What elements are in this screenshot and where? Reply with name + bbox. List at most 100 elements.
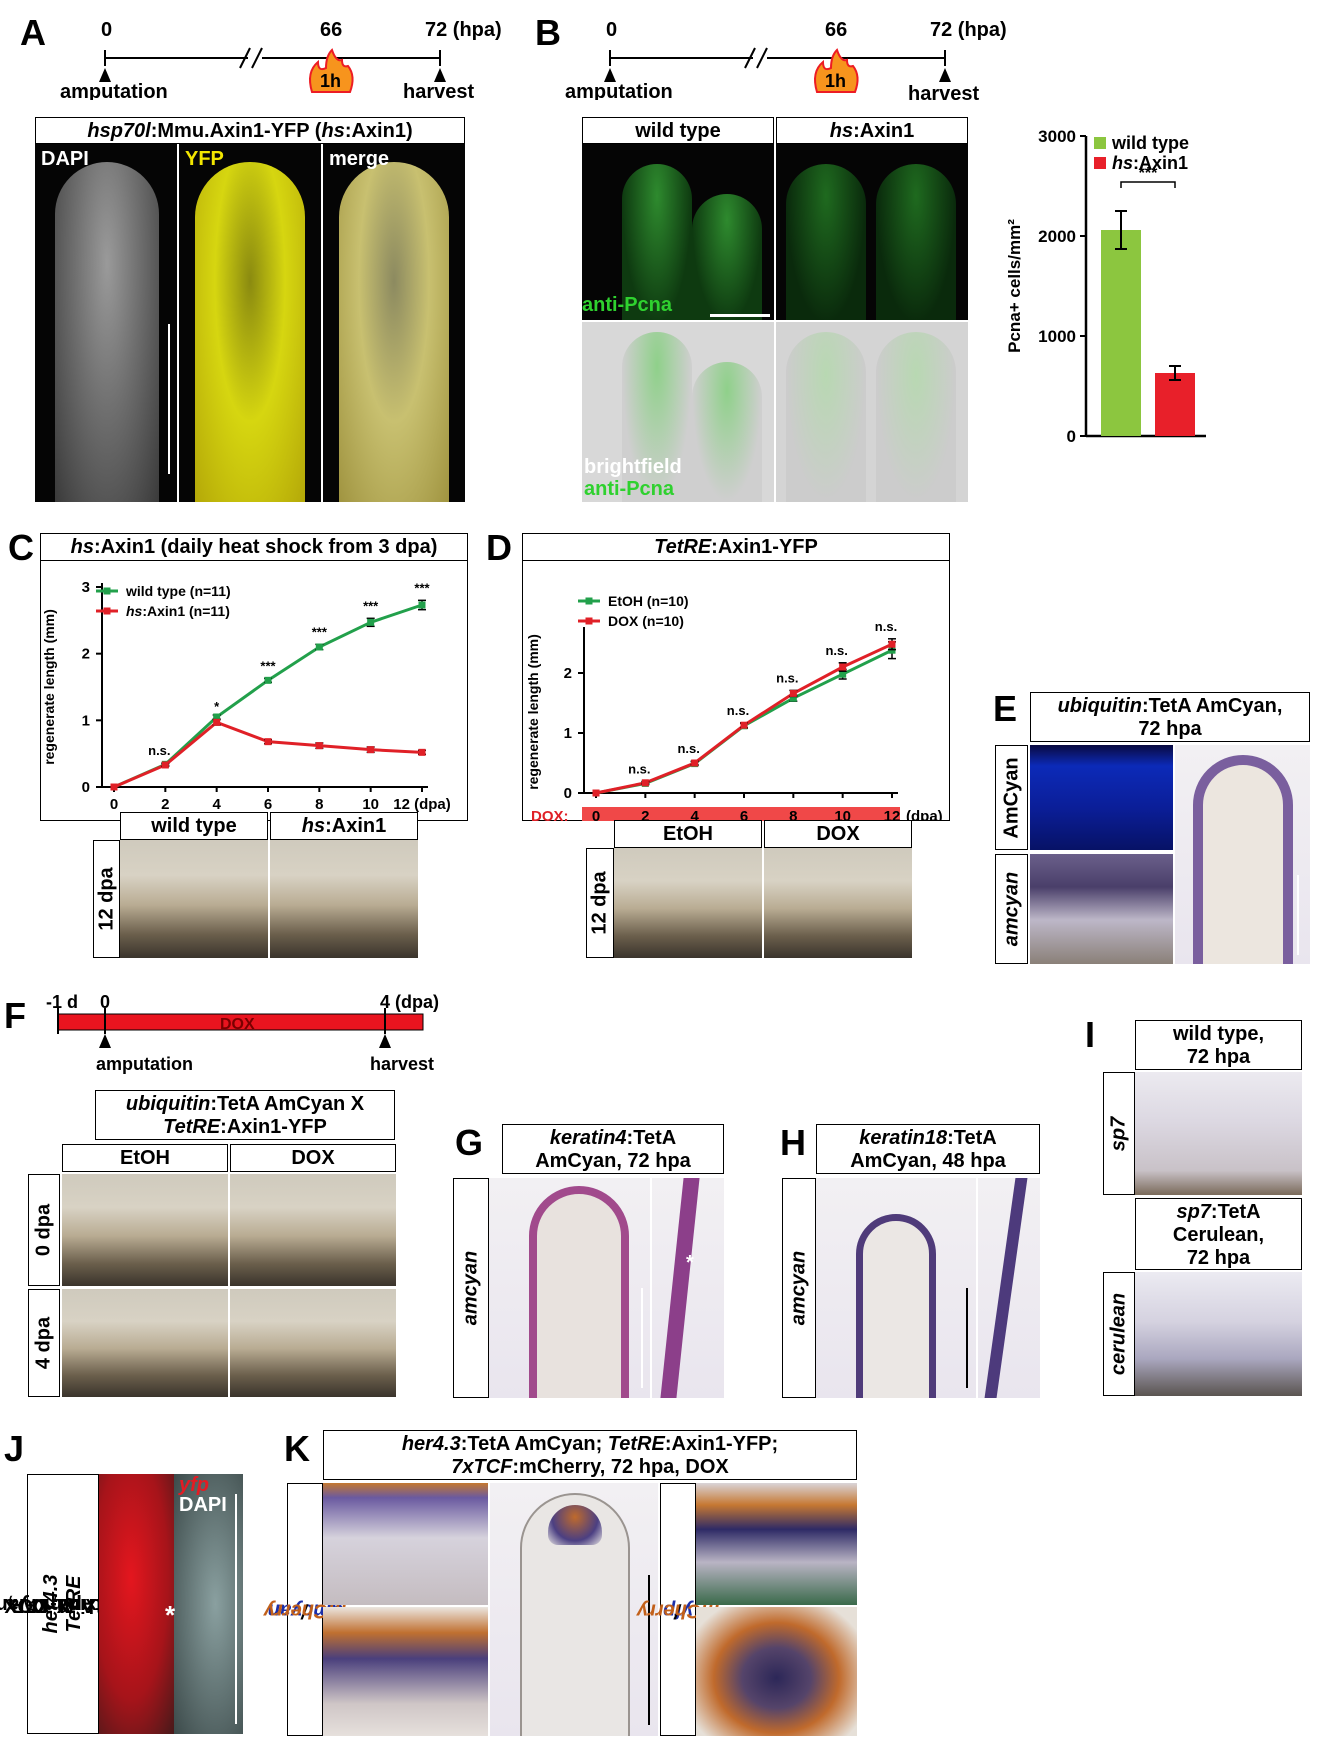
data-point [367,618,375,626]
panel-e-title: ubiquitin:TetA AmCyan, 72 hpa [1030,692,1310,742]
panel-label-f: F [4,995,26,1036]
panel-label-g: G [455,1122,484,1163]
dox-label: DOX: [531,808,569,821]
b-legend-swatch [1094,137,1106,149]
panel-h-section-image [816,1178,976,1398]
legend-marker [585,597,593,605]
panel-b-timeline: 0 66 72 (hpa) amputation harvest 1h [565,19,1007,100]
b-legend-swatch [1094,157,1106,169]
data-point [418,748,426,756]
xtick-label: 0 [110,796,118,813]
panel-d-row-label: 12 dpa [586,848,614,958]
f-tm1: -1 d [46,992,78,1012]
panel-c-line-chart: 0 1 2 3 regenerate length (mm) 0 2 4 6 8 10 12 (dpa… [42,579,451,813]
panel-f-col-dox: DOX [230,1144,396,1172]
panel-i-row1-label: sp7 [1103,1072,1135,1195]
panel-g-zoom-image: * [652,1178,724,1398]
legend-marker [585,617,593,625]
panel-c-col-hs: hs:Axin1 [270,812,418,840]
panel-c-fin-hs [270,840,418,958]
panel-f-col-etoh: EtOH [62,1144,228,1172]
panel-e-row2-label: amcyan [995,854,1028,964]
data-point [161,761,169,769]
significance-label: *** [312,624,328,639]
significance-label: n.s. [875,619,897,634]
data-point [264,676,272,684]
panel-d-fin-etoh [614,848,762,958]
xtick-label: 2 [161,796,169,813]
f-harvest: harvest [370,1054,434,1074]
b-t66: 66 [825,19,847,41]
panel-label-a: A [20,12,46,53]
panel-c-title: hs:Axin1 (daily heat shock from 3 dpa) [40,533,468,561]
panel-d-fin-dox [764,848,912,958]
b-t0: 0 [606,19,617,41]
panel-a-merge-image: merge [323,144,465,502]
panel-b-pcna-hs [776,144,968,320]
panel-label-b: B [535,12,561,53]
b-bf-pcna-label: anti-Pcna [584,478,675,500]
panel-b-bf-wt: brightfield anti-Pcna [582,322,774,502]
a-merge-label: merge [329,148,390,170]
b-t72: 72 (hpa) [930,19,1007,41]
panel-j-fluorescence-image: yfp DAPI * [99,1474,243,1734]
data-point [839,663,847,671]
data-point [740,721,748,729]
significance-label: n.s. [727,703,749,718]
panel-b-col-hs: hs:Axin1 [776,117,968,144]
panel-a-dapi-image: DAPI [35,144,177,502]
panel-e-section-image [1175,745,1310,964]
significance-label: n.s. [677,741,699,756]
panel-label-e: E [993,688,1018,729]
xtick-label: 6 [264,796,272,813]
xtick-unit: (dpa) [906,808,943,821]
panel-f-title: ubiquitin:TetA AmCyan X TetRE:Axin1-YFP [95,1090,395,1140]
panel-d-col-dox: DOX [764,820,912,848]
legend-marker [103,607,111,615]
b-bar [1101,230,1141,436]
panel-k-left-label: amcyan / mCherry [264,1483,346,1736]
panel-c-fin-wt [120,840,268,958]
b-sig-bracket [1120,181,1176,188]
data-point [888,640,896,648]
b-harvest: harvest [908,83,979,100]
b-amputation: amputation [565,81,673,100]
ytick-label: 1 [564,725,572,742]
panel-f-row1-label: 0 dpa [28,1174,60,1286]
significance-label: *** [363,598,379,613]
panel-k-right-bottom-image [696,1607,857,1736]
significance-label: n.s. [776,670,798,685]
b-bar [1155,373,1195,436]
a-t0: 0 [101,19,112,41]
b-bf-label: brightfield [584,456,682,478]
significance-label: *** [260,658,276,673]
data-point [789,689,797,697]
series-line [113,603,423,789]
data-point [110,783,118,791]
a-amputation: amputation [60,81,168,100]
a-t66: 66 [320,19,342,41]
b-ylabel: Pcna+ cells/mm² [1005,219,1024,353]
panel-f-row2-label: 4 dpa [28,1289,60,1397]
ytick-label: 1 [82,712,90,729]
panel-e-ish-image [1030,854,1173,964]
legend-label: DOX (n=10) [608,613,684,629]
significance-label: n.s. [628,762,650,777]
data-point [367,746,375,754]
panel-k-title: her4.3:TetA AmCyan; TetRE:Axin1-YFP; 7xT… [323,1430,857,1480]
panel-a-yfp-image: YFP [179,144,321,502]
xtick-label: 10 [362,796,379,813]
panel-k-middle-section-image [490,1483,658,1736]
b-legend-label: hs:Axin1 [1112,153,1188,173]
panel-e-amcyan-image [1030,745,1173,850]
b-ytick-label: 1000 [1038,327,1076,346]
xtick-label: 8 [315,796,323,813]
a-t72: 72 (hpa) [425,19,502,41]
f-amputation: amputation [96,1054,193,1074]
ytick-label: 2 [82,646,90,663]
panel-f-timeline: -1 d 0 4 (dpa) DOX amputation harvest [46,992,439,1074]
panel-label-j: J [4,1428,25,1469]
panel-h-zoom-image [978,1178,1040,1398]
significance-label: * [214,699,220,714]
data-point [839,670,847,678]
